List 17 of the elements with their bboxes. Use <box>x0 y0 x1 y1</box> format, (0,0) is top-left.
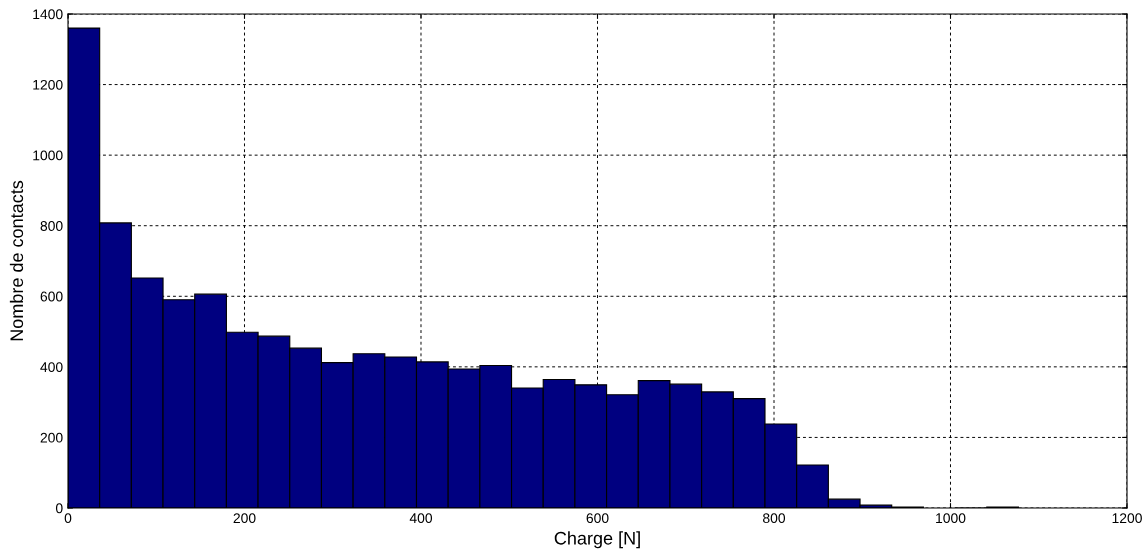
y-tick-label: 1000 <box>33 150 63 161</box>
x-tick-label: 1000 <box>936 513 966 524</box>
x-tick-label: 800 <box>763 513 786 524</box>
y-tick-label: 200 <box>40 432 63 443</box>
y-tick-label: 1200 <box>33 79 63 90</box>
y-axis-title: Nombre de contacts <box>9 180 24 341</box>
y-tick-label: 600 <box>40 291 63 302</box>
x-tick-label: 1200 <box>1112 513 1142 524</box>
y-tick-label: 1400 <box>33 9 63 20</box>
y-tick-label: 0 <box>55 503 63 514</box>
y-tick-label: 400 <box>40 362 63 373</box>
y-tick-label: 800 <box>40 221 63 231</box>
x-tick-label: 200 <box>233 513 256 524</box>
x-axis-title: Charge [N] <box>554 531 640 549</box>
x-tick-label: 0 <box>64 513 72 524</box>
x-tick-label: 400 <box>409 513 433 524</box>
x-tick-label: 600 <box>586 513 609 524</box>
